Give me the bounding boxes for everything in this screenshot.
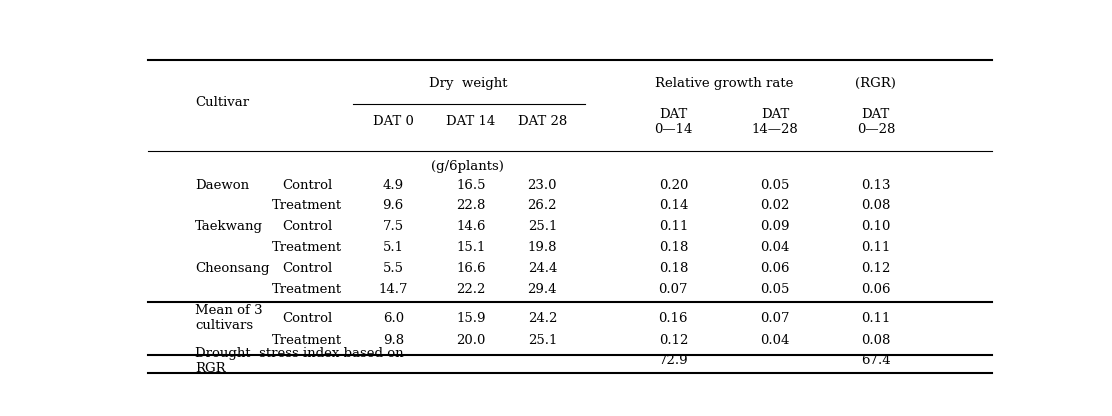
Text: Control: Control <box>282 262 332 275</box>
Text: DAT 0: DAT 0 <box>373 116 414 129</box>
Text: Daewon: Daewon <box>195 178 249 192</box>
Text: 0.16: 0.16 <box>658 312 688 324</box>
Text: 9.6: 9.6 <box>383 199 404 213</box>
Text: 24.4: 24.4 <box>527 262 557 275</box>
Text: DAT 14: DAT 14 <box>446 116 496 129</box>
Text: Drought  stress index based on
RGR: Drought stress index based on RGR <box>195 347 404 375</box>
Text: 0.11: 0.11 <box>861 312 891 324</box>
Text: 15.1: 15.1 <box>456 241 486 254</box>
Text: 0.06: 0.06 <box>761 262 790 275</box>
Text: 5.5: 5.5 <box>383 262 404 275</box>
Text: 0.04: 0.04 <box>761 241 790 254</box>
Text: 16.5: 16.5 <box>456 178 486 192</box>
Text: 16.6: 16.6 <box>456 262 486 275</box>
Text: Taekwang: Taekwang <box>195 220 264 233</box>
Text: 14.7: 14.7 <box>378 283 408 296</box>
Text: 9.8: 9.8 <box>383 334 404 347</box>
Text: 0.04: 0.04 <box>761 334 790 347</box>
Text: 0.08: 0.08 <box>861 199 891 213</box>
Text: 0.20: 0.20 <box>658 178 688 192</box>
Text: 0.02: 0.02 <box>761 199 790 213</box>
Text: Treatment: Treatment <box>272 334 342 347</box>
Text: 7.5: 7.5 <box>383 220 404 233</box>
Text: 0.08: 0.08 <box>861 334 891 347</box>
Text: 29.4: 29.4 <box>527 283 557 296</box>
Text: 15.9: 15.9 <box>456 312 486 324</box>
Text: 72.9: 72.9 <box>658 354 688 367</box>
Text: 25.1: 25.1 <box>527 220 557 233</box>
Text: DAT 28: DAT 28 <box>518 116 567 129</box>
Text: Cheonsang: Cheonsang <box>195 262 269 275</box>
Text: 0.07: 0.07 <box>761 312 790 324</box>
Text: 67.4: 67.4 <box>861 354 891 367</box>
Text: Treatment: Treatment <box>272 199 342 213</box>
Text: 0.05: 0.05 <box>761 178 790 192</box>
Text: 14.6: 14.6 <box>456 220 486 233</box>
Text: 0.12: 0.12 <box>861 262 891 275</box>
Text: (g/6plants): (g/6plants) <box>431 160 504 173</box>
Text: DAT
0—14: DAT 0—14 <box>654 108 693 136</box>
Text: 26.2: 26.2 <box>527 199 557 213</box>
Text: 25.1: 25.1 <box>527 334 557 347</box>
Text: 19.8: 19.8 <box>527 241 557 254</box>
Text: Dry  weight: Dry weight <box>428 77 507 90</box>
Text: Mean of 3
cultivars: Mean of 3 cultivars <box>195 304 262 332</box>
Text: 0.13: 0.13 <box>861 178 891 192</box>
Text: Control: Control <box>282 312 332 324</box>
Text: DAT
0—28: DAT 0—28 <box>856 108 895 136</box>
Text: 0.12: 0.12 <box>658 334 688 347</box>
Text: Cultivar: Cultivar <box>195 96 249 109</box>
Text: 22.2: 22.2 <box>456 283 486 296</box>
Text: 24.2: 24.2 <box>527 312 557 324</box>
Text: DAT
14—28: DAT 14—28 <box>752 108 798 136</box>
Text: 20.0: 20.0 <box>456 334 486 347</box>
Text: 0.18: 0.18 <box>658 262 688 275</box>
Text: 0.09: 0.09 <box>761 220 790 233</box>
Text: 4.9: 4.9 <box>383 178 404 192</box>
Text: 0.10: 0.10 <box>861 220 891 233</box>
Text: Control: Control <box>282 220 332 233</box>
Text: (RGR): (RGR) <box>855 77 896 90</box>
Text: 0.11: 0.11 <box>861 241 891 254</box>
Text: 5.1: 5.1 <box>383 241 404 254</box>
Text: Treatment: Treatment <box>272 241 342 254</box>
Text: 6.0: 6.0 <box>383 312 404 324</box>
Text: 23.0: 23.0 <box>527 178 557 192</box>
Text: 0.18: 0.18 <box>658 241 688 254</box>
Text: 0.11: 0.11 <box>658 220 688 233</box>
Text: Control: Control <box>282 178 332 192</box>
Text: Treatment: Treatment <box>272 283 342 296</box>
Text: 0.05: 0.05 <box>761 283 790 296</box>
Text: 0.14: 0.14 <box>658 199 688 213</box>
Text: 22.8: 22.8 <box>456 199 486 213</box>
Text: 0.07: 0.07 <box>658 283 688 296</box>
Text: Relative growth rate: Relative growth rate <box>655 77 793 90</box>
Text: 0.06: 0.06 <box>861 283 891 296</box>
